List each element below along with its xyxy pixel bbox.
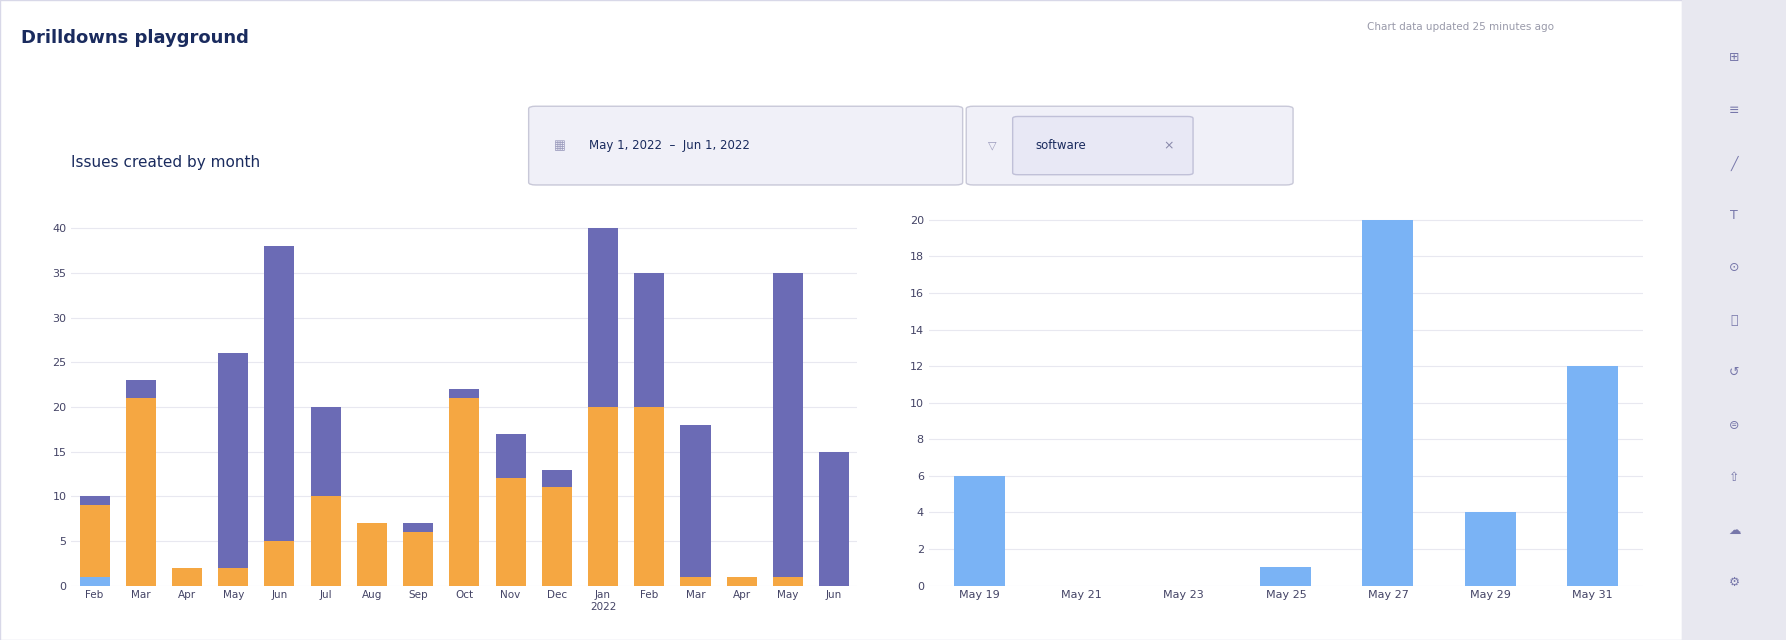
Bar (80, 496, 109, 505)
Bar (171, 568, 202, 586)
Text: ▽: ▽ (988, 141, 997, 150)
Bar (311, 407, 341, 496)
Bar (773, 577, 804, 586)
Bar (125, 398, 155, 586)
Bar (311, 496, 341, 586)
Text: Chart data updated 25 minutes ago: Chart data updated 25 minutes ago (1366, 22, 1554, 33)
Bar (218, 568, 248, 586)
Bar (680, 425, 711, 577)
Bar (450, 389, 479, 398)
Bar (680, 577, 711, 586)
Text: ≡: ≡ (1729, 104, 1740, 116)
Bar (541, 470, 572, 488)
Bar (495, 434, 525, 479)
Bar (264, 246, 295, 541)
Bar (1566, 366, 1618, 586)
Legend: business, service_desk, software: business, service_desk, software (582, 166, 852, 188)
Bar (773, 273, 804, 577)
Bar (954, 476, 1006, 586)
Text: Drilldowns playground: Drilldowns playground (21, 29, 250, 47)
Text: ╱: ╱ (1731, 156, 1738, 172)
Bar (634, 407, 664, 586)
Bar (404, 523, 434, 532)
Text: T: T (1731, 209, 1738, 221)
Bar (125, 380, 155, 398)
Bar (1261, 567, 1311, 586)
Text: ⊙: ⊙ (1729, 261, 1740, 274)
Bar (820, 452, 848, 586)
Bar (588, 407, 618, 586)
Bar (1363, 220, 1413, 586)
Bar (588, 228, 618, 407)
Text: Issues created by month: Issues created by month (71, 156, 261, 170)
Bar (541, 488, 572, 586)
Text: software: software (1036, 139, 1086, 152)
Text: ⇧: ⇧ (1729, 471, 1740, 484)
Bar (450, 398, 479, 586)
Bar (218, 353, 248, 568)
Bar (404, 532, 434, 586)
Text: ⊞: ⊞ (1729, 51, 1740, 64)
Text: Issues created by day: Issues created by day (981, 150, 1147, 165)
Bar (727, 577, 757, 586)
Bar (80, 577, 109, 586)
Text: ⚙: ⚙ (1729, 576, 1740, 589)
Text: May 1, 2022  –  Jun 1, 2022: May 1, 2022 – Jun 1, 2022 (589, 139, 750, 152)
Bar (634, 273, 664, 407)
Bar (495, 479, 525, 586)
Text: ☁: ☁ (1729, 524, 1740, 536)
Text: ↺: ↺ (1729, 366, 1740, 379)
Text: ▦: ▦ (554, 139, 566, 152)
Text: ×: × (1163, 139, 1173, 152)
Text: ⊜: ⊜ (1729, 419, 1740, 431)
Text: ⬜: ⬜ (1731, 314, 1738, 326)
Bar (1465, 513, 1516, 586)
Bar (80, 505, 109, 577)
Bar (357, 523, 388, 586)
Bar (264, 541, 295, 586)
